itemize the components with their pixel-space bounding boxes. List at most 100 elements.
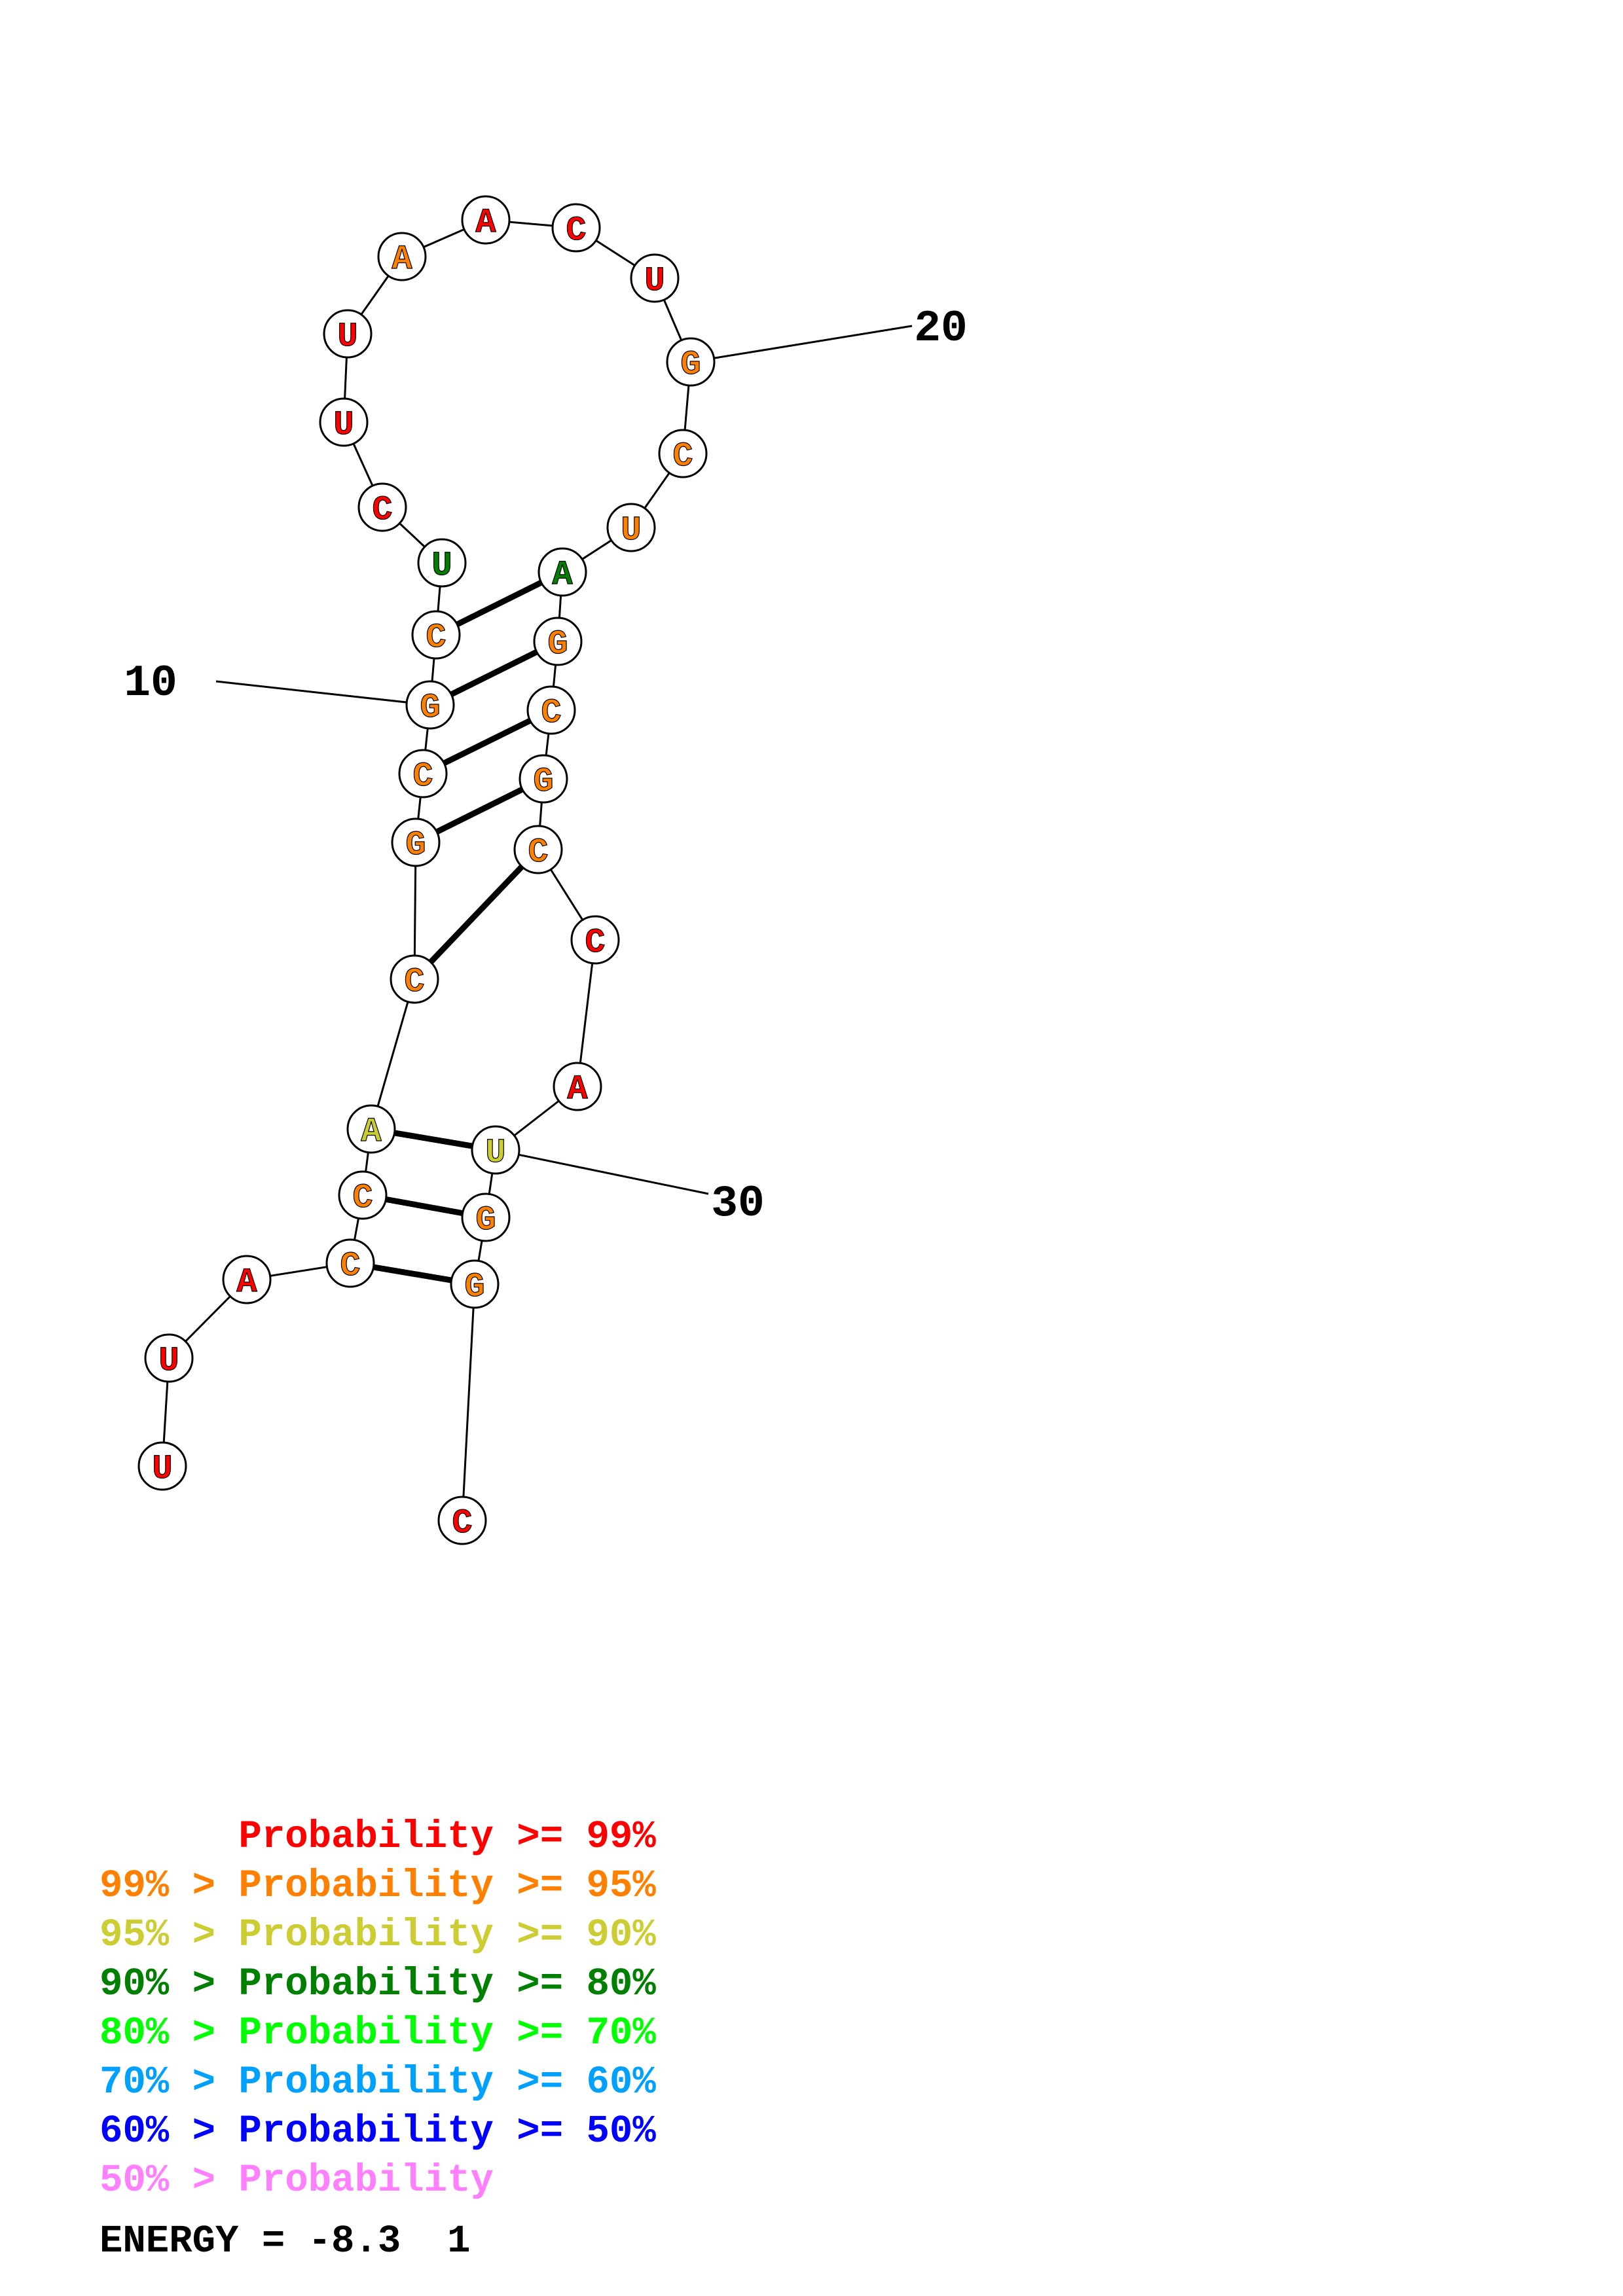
nucleotide: U	[319, 397, 369, 447]
nucleotide-base-label: C	[452, 1504, 472, 1543]
nucleotide-base-label: G	[475, 1201, 496, 1240]
nucleotide-base-label: G	[533, 762, 553, 801]
nucleotide-circle	[411, 610, 461, 660]
nucleotide-circle	[471, 1125, 520, 1175]
backbone-layer	[161, 219, 692, 1521]
index-label-layer: 10 20 30	[124, 304, 968, 1229]
nucleotide-base-label: C	[426, 619, 446, 657]
nucleotide-base-label: C	[412, 757, 433, 796]
nucleotide: G	[391, 817, 441, 867]
nucleotide-base-label: U	[333, 406, 354, 444]
nucleotide: C	[390, 954, 439, 1004]
nucleotide: C	[338, 1170, 388, 1220]
nucleotide-circle	[533, 617, 583, 666]
nucleotide-base-label: G	[547, 625, 568, 664]
nucleotide: A	[346, 1104, 396, 1154]
nucleotide-base-label: C	[372, 491, 392, 529]
legend-entry-1: Probability >= 99%	[100, 1815, 656, 1859]
nucleotide-circle	[398, 749, 448, 798]
backbone-link	[370, 978, 416, 1130]
index-tick	[215, 680, 431, 706]
nucleotide-circle	[338, 1170, 388, 1220]
nucleotide: U	[417, 538, 467, 588]
nucleotide-base-label: G	[680, 346, 701, 384]
legend-entry-6: 70% > Probability >= 60%	[100, 2060, 656, 2104]
nucleotide: U	[323, 309, 373, 359]
nucleotide-circle	[377, 232, 427, 281]
nucleotide-circle	[538, 547, 587, 597]
nucleotide: G	[450, 1259, 500, 1309]
nucleotide-circle	[323, 309, 373, 359]
nucleotide-circle	[137, 1441, 187, 1491]
nucleotide: C	[551, 203, 601, 253]
nucleotide-base-label: G	[405, 826, 426, 865]
nucleotide-circle	[461, 1193, 511, 1242]
nucleotide: A	[538, 547, 587, 597]
nucleotide: A	[553, 1062, 602, 1111]
nucleotide-circle	[391, 817, 441, 867]
nucleotide: G	[461, 1193, 511, 1242]
index-label: 10	[124, 658, 177, 709]
nucleotide-base-label: U	[485, 1134, 505, 1172]
probability-legend: Probability >= 99% 99% > Probability >= …	[100, 1815, 656, 2263]
nucleotide-base-label: A	[552, 556, 573, 594]
nucleotide-base-label: C	[566, 211, 586, 250]
nucleotide-base-label: U	[644, 262, 665, 300]
index-label: 20	[914, 304, 968, 354]
nucleotide-base-label: C	[528, 833, 548, 872]
nucleotide-base-label: C	[672, 437, 693, 476]
base-pair-layer	[350, 569, 564, 1287]
nucleotide-base-label: U	[337, 317, 357, 356]
nucleotide-circle	[526, 685, 576, 735]
nucleotide-circle	[606, 503, 656, 552]
nucleotide: C	[398, 749, 448, 798]
nucleotide-circle	[658, 429, 708, 478]
nucleotide-base-label: A	[475, 204, 496, 242]
nucleotide: A	[222, 1255, 272, 1304]
nucleotide: G	[405, 680, 455, 730]
index-tick	[690, 325, 913, 363]
legend-entry-8: 50% > Probability	[100, 2159, 494, 2202]
nucleotide-base-label: U	[152, 1450, 172, 1488]
nucleotide-circle	[437, 1496, 487, 1545]
nucleotide-circle	[417, 538, 467, 588]
nucleotide-base-label: C	[404, 963, 424, 1001]
nucleotide: C	[325, 1238, 375, 1288]
nucleotide: C	[658, 429, 708, 478]
nucleotide: G	[519, 754, 568, 804]
energy-label: ENERGY = -8.3 1	[100, 2219, 471, 2263]
nucleotide-circle	[450, 1259, 500, 1309]
nucleotide: U	[606, 503, 656, 552]
nucleotide-circle	[144, 1333, 194, 1383]
nucleotide-circle	[570, 915, 620, 965]
nucleotide: U	[630, 253, 680, 303]
nucleotide: G	[533, 617, 583, 666]
nucleotide-circle	[551, 203, 601, 253]
base-pair-bond	[412, 847, 541, 982]
nucleotide-circle	[325, 1238, 375, 1288]
nucleotide-circle	[346, 1104, 396, 1154]
nucleotide-circle	[553, 1062, 602, 1111]
nucleotide-circle	[357, 482, 407, 532]
nucleotide-circle	[222, 1255, 272, 1304]
nucleotide: U	[137, 1441, 187, 1491]
nucleotide-base-label: C	[541, 694, 561, 732]
nucleotide: A	[377, 232, 427, 281]
nucleotide-circle	[666, 337, 716, 387]
nucleotide-circle	[319, 397, 369, 447]
nucleotide-base-label: C	[340, 1247, 360, 1285]
nucleotide-base-label: C	[585, 924, 605, 962]
nucleotide-base-label: U	[621, 511, 641, 550]
legend-entry-4: 90% > Probability >= 80%	[100, 1962, 656, 2006]
legend-entry-2: 99% > Probability >= 95%	[100, 1864, 656, 1908]
nucleotide-base-label: A	[361, 1113, 382, 1151]
backbone-link	[576, 939, 596, 1087]
nucleotide-base-label: U	[158, 1342, 179, 1380]
nucleotide-circle	[405, 680, 455, 730]
nucleotide-circle	[461, 195, 511, 245]
nucleotide-base-label: G	[464, 1268, 484, 1306]
index-label: 30	[711, 1179, 765, 1229]
nucleotide: U	[144, 1333, 194, 1383]
